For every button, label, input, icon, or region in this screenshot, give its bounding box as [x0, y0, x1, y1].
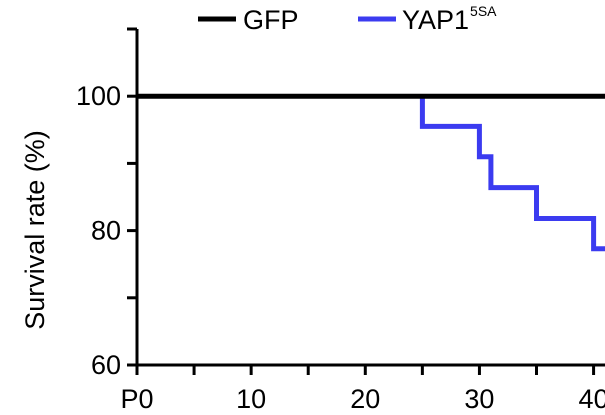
plot-lines: [137, 93, 605, 252]
axes: [135, 29, 605, 367]
y-axis-title: Survival rate (%): [20, 130, 50, 330]
x-tick-label: 20: [350, 384, 380, 414]
ticks: 60 80 100 P0 10 20 30 40: [76, 27, 605, 414]
x-tick-label: 40: [579, 384, 605, 414]
y-tick-label: 100: [76, 81, 121, 111]
y-tick-label: 80: [91, 216, 121, 246]
legend-label-2: YAP1: [402, 5, 469, 35]
x-tick-label: 30: [464, 384, 494, 414]
x-tick-label: P0: [120, 384, 153, 414]
x-tick-label: 10: [236, 384, 266, 414]
legend-label-1: GFP: [243, 5, 299, 35]
legend-label-superscript: 5SA: [470, 3, 497, 19]
series-line-yap1: [419, 96, 605, 252]
y-tick-label: 60: [91, 350, 121, 380]
legend: GFP YAP1 5SA: [198, 3, 497, 35]
